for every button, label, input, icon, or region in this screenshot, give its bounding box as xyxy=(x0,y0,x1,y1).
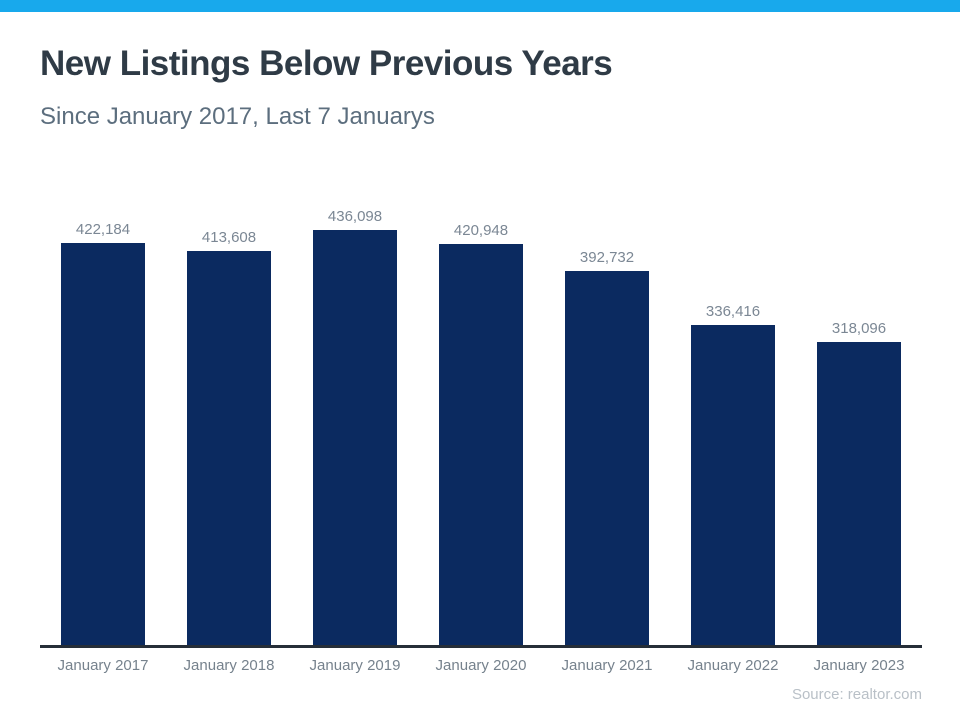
bar: 318,096 xyxy=(817,320,901,645)
x-axis-tick-label: January 2023 xyxy=(813,657,905,674)
x-axis-tick-label: January 2020 xyxy=(435,657,527,674)
bar-value-label: 422,184 xyxy=(75,221,131,239)
bar-value-label: 436,098 xyxy=(327,208,383,225)
bar-value-label: 336,416 xyxy=(705,302,761,320)
x-axis-tick-label: January 2017 xyxy=(57,657,149,674)
bar: 420,948 xyxy=(439,222,523,645)
top-accent-bar xyxy=(0,0,960,12)
bar-value-label: 420,948 xyxy=(453,222,509,240)
bar: 392,732 xyxy=(565,249,649,645)
source-credit: Source: realtor.com xyxy=(791,686,922,703)
x-axis-tick-label: January 2022 xyxy=(687,657,779,674)
bar-slot: 413,608 xyxy=(166,229,292,645)
x-axis-tick-row: January 2017 January 2018 January 2019 J… xyxy=(40,648,922,674)
chart-plot-area: 422,184 413,608 436,098 420,948 392,732 … xyxy=(40,208,922,648)
bar-value-label: 392,732 xyxy=(579,249,635,267)
bar-slot: 318,096 xyxy=(796,230,922,645)
bar-slot: 336,416 xyxy=(670,230,796,645)
bar-slot: 436,098 xyxy=(292,208,418,645)
bar-slot: 392,732 xyxy=(544,230,670,645)
x-axis-tick-label: January 2018 xyxy=(183,657,275,674)
bar-slot: 420,948 xyxy=(418,222,544,645)
page-title: New Listings Below Previous Years xyxy=(40,44,613,83)
x-axis-tick-label: January 2019 xyxy=(309,657,401,674)
bar: 436,098 xyxy=(313,208,397,645)
bar-slot: 422,184 xyxy=(40,221,166,645)
bar: 336,416 xyxy=(691,303,775,645)
bar: 422,184 xyxy=(61,221,145,645)
x-axis-tick-label: January 2021 xyxy=(561,657,653,674)
page-subtitle: Since January 2017, Last 7 Januarys xyxy=(40,103,435,130)
bar-value-label: 413,608 xyxy=(201,229,257,247)
bar: 413,608 xyxy=(187,229,271,645)
bar-value-label: 318,096 xyxy=(831,320,887,338)
bar-chart: 422,184 413,608 436,098 420,948 392,732 … xyxy=(40,208,922,703)
